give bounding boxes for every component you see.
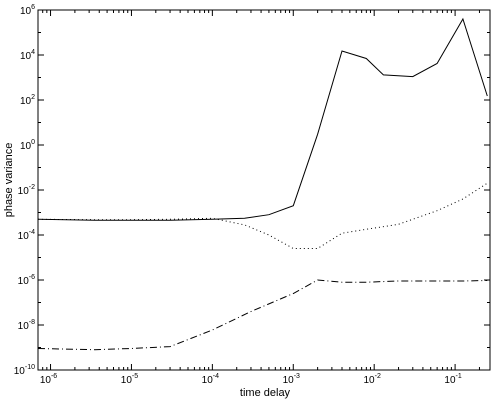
x-tick-label: 10-3 [283, 373, 300, 386]
series-line-solid [37, 17, 488, 221]
plot-frame [37, 9, 491, 371]
y-tick-label: 10-10 [14, 364, 35, 377]
y-tick-label: 10-4 [18, 229, 35, 242]
y-tick-label: 102 [20, 94, 35, 107]
x-axis-label: time delay [240, 387, 291, 399]
y-tick-label: 10-6 [18, 274, 35, 287]
x-tick-label: 10-2 [364, 373, 381, 386]
x-tick-label: 10-5 [121, 373, 138, 386]
y-tick-label: 10-8 [18, 319, 35, 332]
x-tick-label: 10-4 [202, 373, 219, 386]
y-tick-label: 100 [20, 139, 35, 152]
y-tick-label: 10-2 [18, 184, 35, 197]
y-axis-label: phase variance [3, 143, 15, 218]
y-tick-label: 106 [20, 4, 35, 17]
x-tick-label: 10-6 [40, 373, 57, 386]
y-tick-label: 104 [20, 49, 35, 62]
x-tick-label: 10-1 [444, 373, 461, 386]
series-line-dashdot [37, 279, 488, 351]
